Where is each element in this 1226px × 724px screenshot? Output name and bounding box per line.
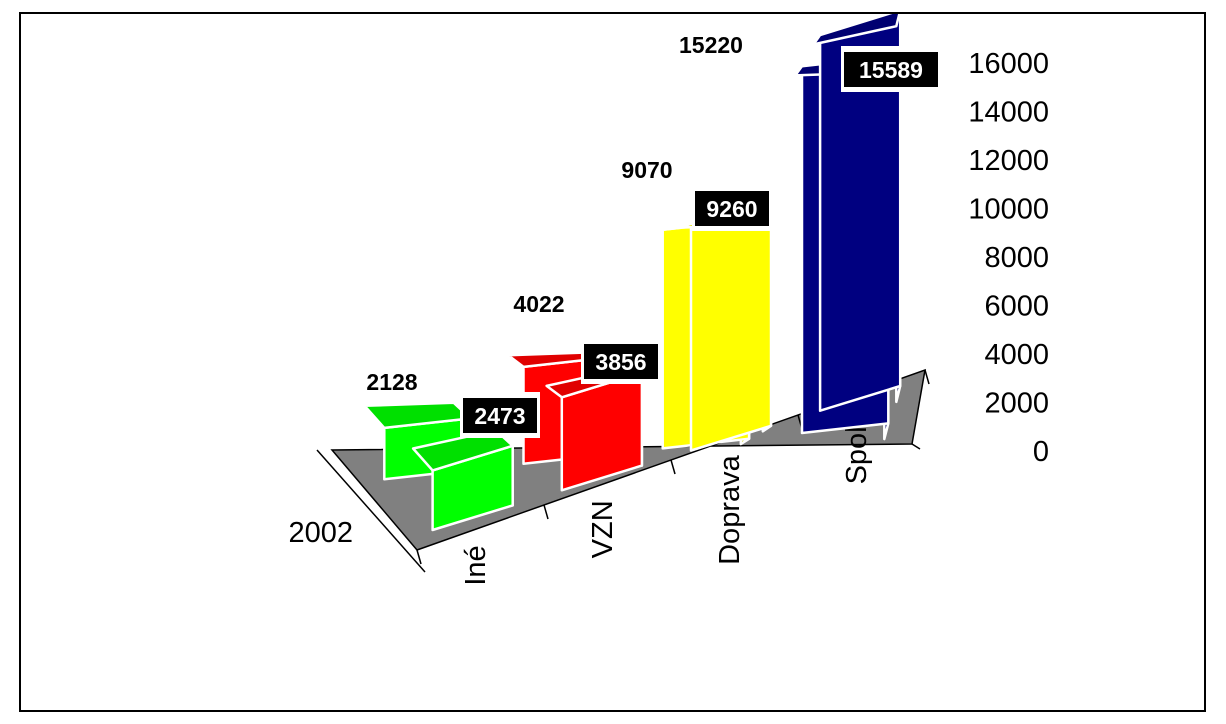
data-label-text: 9260 [706,196,757,222]
data-label-back: 2128 [366,369,417,395]
data-label-front: 3856 [581,338,661,384]
value-tick-label: 4000 [984,339,1049,371]
depth-axis-line [316,449,426,573]
data-label-bg [844,52,938,87]
value-tick-label: 10000 [968,194,1049,226]
data-label-text: 15589 [859,57,923,83]
data-label-text: 2473 [474,403,525,429]
data-label-bg [695,191,769,226]
bar-front-3 [812,14,902,412]
value-tick-label: 8000 [984,242,1049,274]
category-label: VZN [587,500,619,558]
bar-back-0-top [363,401,472,430]
value-tick-label: 14000 [968,97,1049,129]
axis-group: 0 2000 4000 6000 8000 10000 12000 14000 16000 200… [288,48,1049,586]
category-label: Doprava [714,454,746,564]
bar-front-3-top [812,14,901,46]
category-tick [670,459,676,475]
data-label-back: 9070 [621,157,672,183]
value-tick-label: 2000 [984,388,1049,420]
category-tick [543,504,549,520]
data-labels-group: 2128 4022 9070 15220 2473 3856 9260 15589 [366,32,941,438]
value-tick-label: 6000 [984,291,1049,323]
category-tick [416,549,422,565]
value-axis-tick [911,443,921,450]
bar-front-2-front [689,201,773,452]
bar-front-3-front [818,14,902,412]
bars-group [363,14,902,532]
value-tick-label: 12000 [968,145,1049,177]
bar-front-0 [411,429,514,532]
category-tick [924,369,930,385]
depth-tick-label: 2002 [288,517,353,549]
bar-chart-3d: 0 2000 4000 6000 8000 10000 12000 14000 16000 200… [288,14,1049,586]
value-tick-label: 16000 [968,48,1049,80]
data-label-front: 2473 [460,392,540,438]
data-label-back: 4022 [513,291,564,317]
data-label-text: 3856 [595,349,646,375]
bar-front-2 [678,201,773,452]
category-label: Iné [460,545,492,585]
data-label-bg [463,398,537,433]
data-label-back: 15220 [679,32,743,58]
data-label-front: 9260 [692,185,772,231]
chart-frame: 0 2000 4000 6000 8000 10000 12000 14000 16000 200… [19,12,1206,712]
value-tick-label: 0 [1033,436,1049,468]
data-label-front: 15589 [841,46,941,92]
data-label-bg [584,344,658,379]
